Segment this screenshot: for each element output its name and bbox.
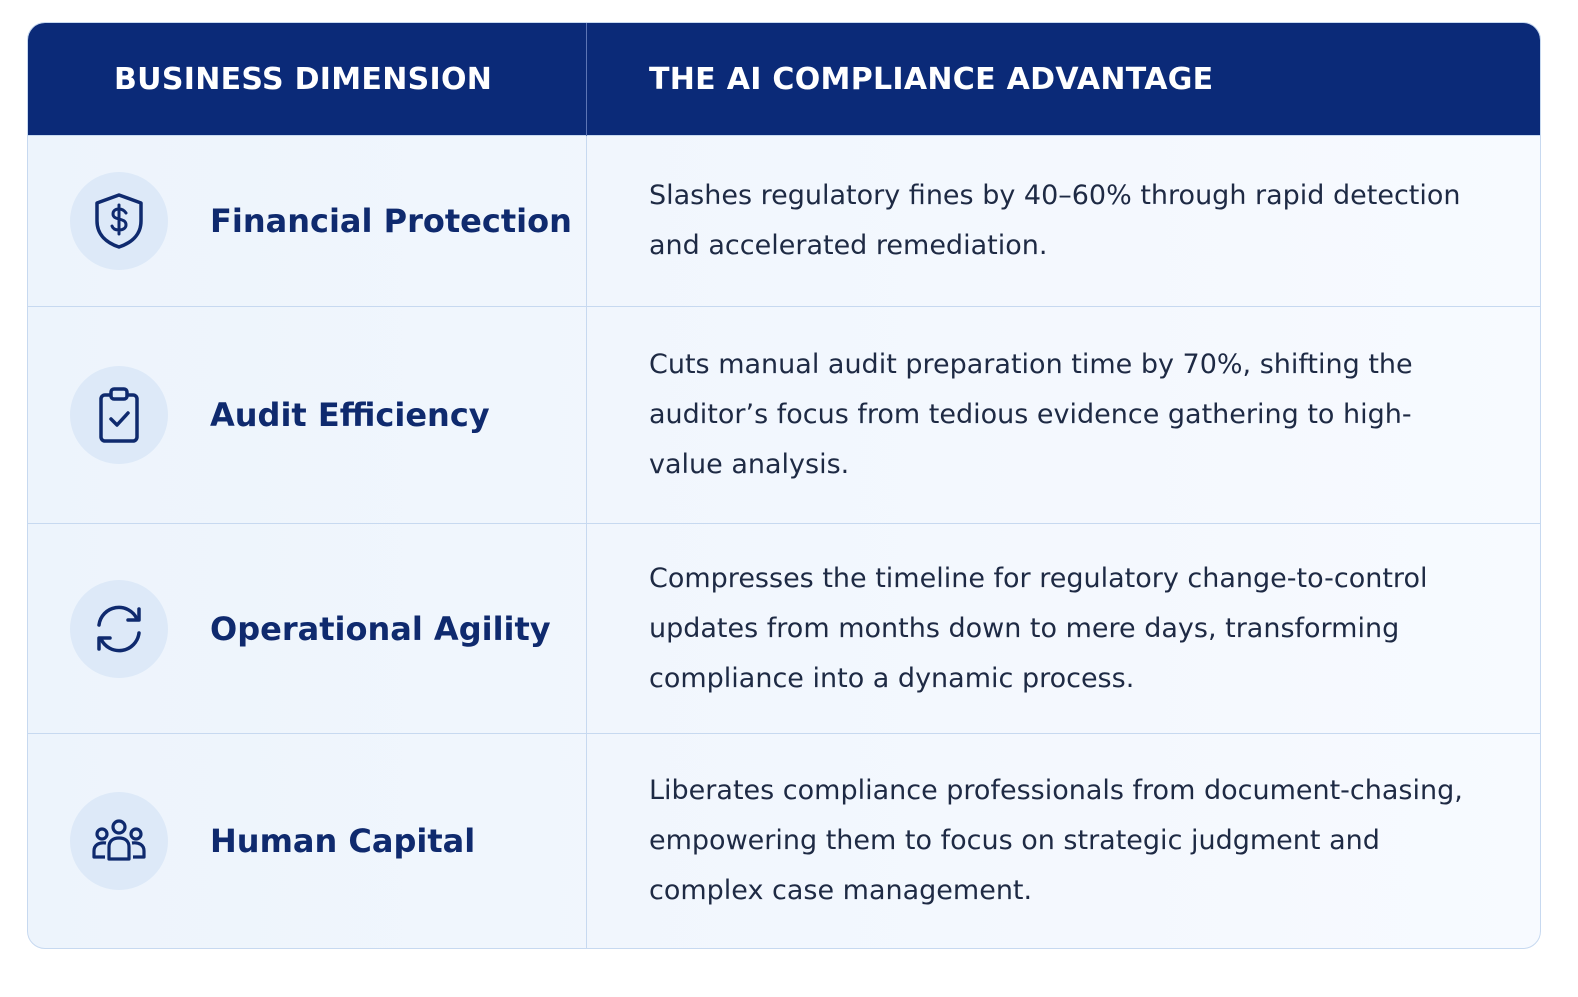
icon-badge	[70, 792, 168, 891]
dimension-cell: Audit Efficiency	[28, 306, 587, 524]
row: Financial Protection Slashes regulatory …	[28, 135, 1540, 307]
row: Operational Agility Compresses the timel…	[28, 523, 1540, 734]
description-cell: Slashes regulatory fines by 40–60% throu…	[586, 135, 1540, 307]
description-cell: Compresses the timeline for regulatory c…	[586, 523, 1540, 734]
dimension: Audit Efficiency	[28, 366, 586, 464]
people-icon	[92, 819, 146, 861]
header-cell: THE AI COMPLIANCE ADVANTAGE	[586, 23, 1540, 136]
table: BUSINESS DIMENSION THE AI COMPLIANCE ADV…	[28, 23, 1540, 948]
clipboard-icon	[99, 387, 139, 443]
dimension-label: Audit Efficiency	[210, 396, 490, 434]
dimension: Operational Agility	[28, 579, 586, 678]
description-cell: Liberates compliance professionals from …	[586, 733, 1540, 948]
description: Liberates compliance professionals from …	[649, 775, 1463, 907]
description: Slashes regulatory fines by 40–60% throu…	[649, 180, 1461, 261]
icon-badge	[70, 579, 168, 678]
description: Cuts manual audit preparation time by 70…	[649, 349, 1413, 480]
dimension: Financial Protection	[28, 172, 586, 270]
comparison-card: BUSINESS DIMENSION THE AI COMPLIANCE ADV…	[27, 22, 1541, 949]
dimension-cell: Human Capital	[28, 733, 587, 948]
dimension-label: Human Capital	[210, 822, 476, 861]
description-cell: Cuts manual audit preparation time by 70…	[586, 306, 1540, 524]
dimension-label: Financial Protection	[210, 202, 572, 240]
icon-badge	[70, 366, 168, 464]
header-cell: BUSINESS DIMENSION	[28, 23, 587, 136]
row: Audit Efficiency Cuts manual audit prepa…	[28, 306, 1540, 524]
description: Compresses the timeline for regulatory c…	[649, 562, 1428, 694]
header-row: BUSINESS DIMENSION THE AI COMPLIANCE ADV…	[28, 23, 1540, 136]
dimension: Human Capital	[28, 792, 586, 891]
dimension-cell: Operational Agility	[28, 523, 587, 734]
dimension-label: Operational Agility	[210, 609, 551, 648]
dimension-cell: Financial Protection	[28, 135, 587, 307]
icon-badge	[70, 172, 168, 270]
refresh-icon	[97, 605, 141, 652]
row: Human Capital Liberates compliance profe…	[28, 733, 1540, 948]
shield-icon	[95, 193, 143, 249]
